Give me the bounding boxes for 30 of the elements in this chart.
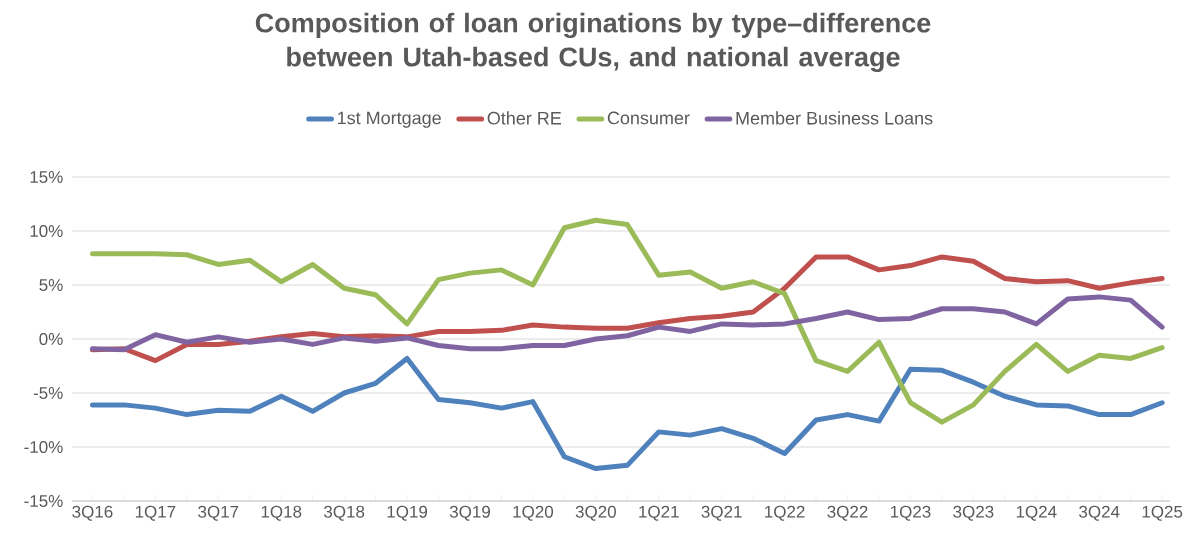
x-tick-label: 3Q17 <box>198 505 239 521</box>
legend-label: Other RE <box>487 111 562 125</box>
x-tick-label: 3Q21 <box>701 505 742 521</box>
y-tick-label: -15% <box>24 495 63 507</box>
y-tick-label: 0% <box>39 332 63 346</box>
x-tick-label: 3Q18 <box>324 505 365 521</box>
legend-label: Member Business Loans <box>736 111 933 125</box>
x-tick-label: 1Q23 <box>890 505 931 521</box>
chart-title: Composition of loan originations by type–difference between Utah-based CUs, and national average <box>255 12 931 72</box>
x-tick-label: 3Q16 <box>72 505 113 521</box>
x-tick-label: 3Q20 <box>575 505 616 521</box>
x-tick-label: 3Q19 <box>449 505 490 521</box>
x-tick-label: 1Q18 <box>261 505 302 521</box>
x-tick-label: 1Q19 <box>387 505 428 521</box>
x-tick-label: 1Q21 <box>639 505 679 521</box>
y-tick-label: 15% <box>30 171 63 183</box>
x-tick-label: 1Q24 <box>1016 505 1057 521</box>
x-tick-label: 3Q22 <box>827 505 868 521</box>
x-tick-label: 1Q22 <box>765 505 805 521</box>
y-tick-label: 5% <box>39 279 63 291</box>
x-tick-label: 1Q20 <box>513 505 554 521</box>
y-tick-label: -5% <box>33 387 63 399</box>
x-tick-label: 1Q17 <box>135 505 176 521</box>
y-tick-label: 10% <box>30 224 63 238</box>
x-tick-label: 1Q25 <box>1142 505 1183 521</box>
x-tick-label: 3Q24 <box>1079 505 1120 521</box>
x-tick-label: 3Q23 <box>953 505 994 521</box>
legend-label: 1st Mortgage <box>338 111 441 128</box>
legend-label: Consumer <box>607 111 690 125</box>
y-tick-label: -10% <box>24 440 63 454</box>
